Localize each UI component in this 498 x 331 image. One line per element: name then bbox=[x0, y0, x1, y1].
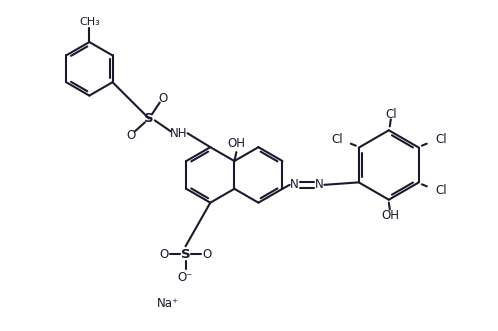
Text: S: S bbox=[144, 112, 154, 125]
Text: N: N bbox=[315, 178, 324, 191]
Text: Na⁺: Na⁺ bbox=[157, 297, 179, 310]
Text: Cl: Cl bbox=[435, 184, 447, 197]
Text: NH: NH bbox=[170, 127, 187, 140]
Text: O: O bbox=[203, 248, 212, 261]
Text: O: O bbox=[126, 129, 135, 142]
Text: CH₃: CH₃ bbox=[79, 17, 100, 27]
Text: O⁻: O⁻ bbox=[178, 270, 193, 284]
Text: OH: OH bbox=[382, 209, 400, 222]
Text: Cl: Cl bbox=[435, 133, 447, 146]
Text: Cl: Cl bbox=[331, 133, 343, 146]
Text: O: O bbox=[158, 92, 167, 105]
Text: Cl: Cl bbox=[385, 108, 396, 121]
Text: S: S bbox=[181, 248, 190, 261]
Text: OH: OH bbox=[228, 137, 246, 150]
Text: O: O bbox=[159, 248, 168, 261]
Text: N: N bbox=[290, 178, 299, 191]
